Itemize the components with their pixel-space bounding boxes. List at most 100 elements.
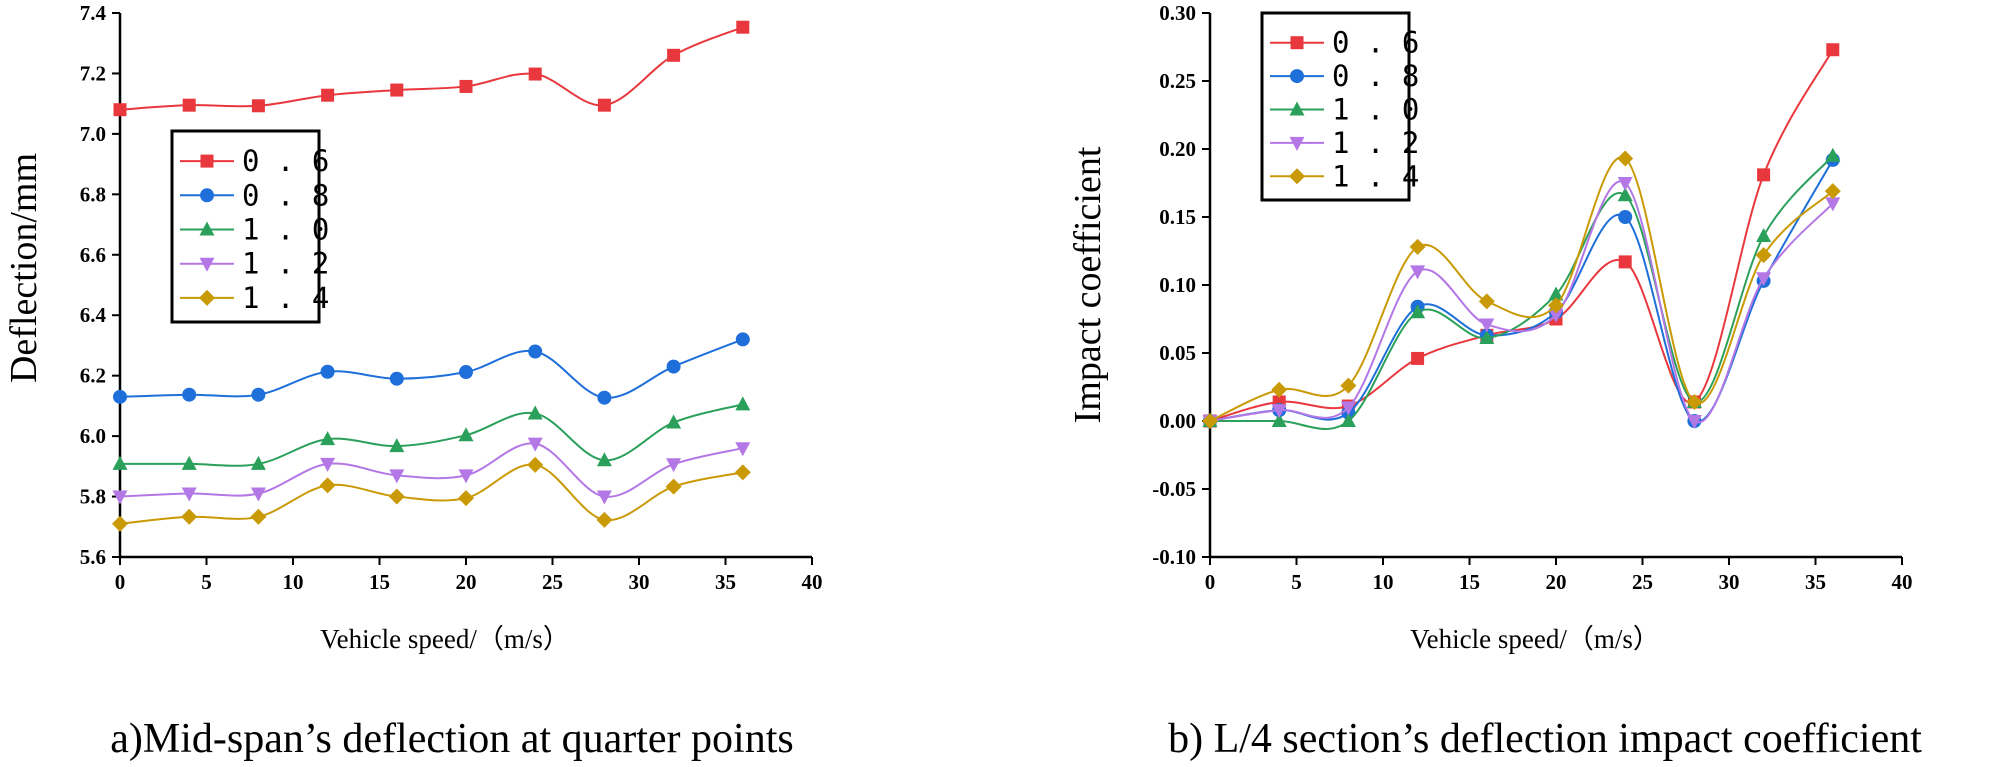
chart-a-y-tick-label: 6.6 [80, 243, 106, 267]
chart-a-data-point [388, 488, 405, 505]
chart-a-data-point [596, 452, 612, 467]
chart-a-data-point [113, 103, 127, 117]
chart-a-data-point [389, 469, 405, 484]
chart-a-legend-item: 0 . 8 [180, 178, 329, 212]
chart-b-data-point [1411, 351, 1425, 365]
chart-a-series-line [119, 442, 744, 498]
chart-a-series-line [119, 403, 744, 467]
chart-b-x-tick-label: 10 [1373, 570, 1394, 594]
chart-b-legend-marker [1290, 69, 1304, 84]
chart-a-data-point [458, 427, 474, 442]
chart-b-legend-label: 1 . 0 [1332, 93, 1419, 127]
chart-a-data-point [736, 20, 750, 34]
chart-a-legend-item: 1 . 0 [180, 213, 329, 247]
chart-b-data-point [1686, 415, 1702, 429]
chart-a-data-point [527, 437, 543, 452]
chart-a-caption: a)Mid-span’s deflection at quarter point… [110, 716, 793, 762]
chart-a-series-line [119, 338, 744, 399]
chart-a-data-point [458, 490, 474, 507]
chart-a-data-point [665, 478, 682, 495]
chart-a-data-point [181, 487, 197, 502]
chart-b-data-point [1617, 187, 1633, 202]
chart-a-data-point [527, 456, 544, 473]
chart-a-legend-item: 1 . 4 [180, 281, 329, 315]
chart-b-legend: 0 . 60 . 81 . 01 . 21 . 4 [1260, 11, 1419, 202]
chart-b-legend-marker [1289, 101, 1305, 116]
chart-b-data-point [1617, 150, 1634, 167]
chart-b-legend-label: 1 . 2 [1332, 126, 1419, 160]
chart-b-y-tick-label: -0.10 [1152, 545, 1196, 569]
chart-a-data-point [597, 98, 611, 112]
chart-a-data-point [321, 88, 335, 102]
chart-a-data-point [527, 405, 543, 420]
chart-a-data-point [320, 364, 335, 379]
chart-b-data-point [1757, 168, 1771, 182]
chart-a-legend-box [170, 129, 321, 324]
chart-b-data-point [1271, 381, 1288, 398]
chart-a-legend-item: 0 . 6 [180, 144, 329, 178]
chart-a-y-tick-label: 7.4 [80, 1, 107, 25]
chart-b-data-point [1410, 304, 1426, 319]
chart-a-data-point [389, 371, 404, 386]
chart-a-data-point [182, 98, 196, 112]
chart-b-data-point [1826, 43, 1840, 57]
chart-a-y-tick-label: 5.6 [80, 545, 106, 569]
chart-a-y-tick-label: 7.0 [80, 122, 106, 146]
chart-b-y-tick-label: -0.05 [1152, 477, 1196, 501]
chart-b-y-tick-label: 0.00 [1159, 409, 1196, 433]
chart-b-data-point [1340, 413, 1356, 427]
chart-a-x-tick-label: 15 [369, 570, 390, 594]
chart-a-data-point [459, 79, 473, 93]
chart-a-data-point [181, 508, 198, 525]
chart-b-data-point [1202, 413, 1218, 429]
chart-a-data-point [320, 431, 336, 446]
chart-a-data-point [596, 490, 612, 505]
chart-b-y-tick-label: 0.30 [1159, 1, 1196, 25]
chart-a-series-1.4 [112, 456, 751, 532]
chart-a-x-tick-label: 20 [456, 570, 477, 594]
chart-b-legend-item: 0 . 6 [1270, 26, 1419, 60]
chart-a-data-point [667, 48, 681, 62]
chart-a-series-1.0 [112, 396, 751, 470]
chart-b-data-point [1825, 147, 1841, 162]
chart-a-data-point [250, 455, 266, 470]
chart-b-legend-item: 0 . 8 [1270, 59, 1419, 93]
chart-a-data-point [112, 455, 128, 470]
chart-a-data-point [390, 83, 404, 97]
chart-b-data-point [1410, 265, 1426, 280]
chart-b-data-point [1271, 413, 1287, 427]
chart-a-data-point [251, 99, 265, 113]
chart-a-series-line [119, 26, 744, 111]
chart-a-data-point [320, 457, 336, 472]
chart-b-x-tick-label: 5 [1291, 570, 1302, 594]
chart-b: 0 5 10 15 20 25 30 35 40 -0.10 -0.05 0.00 0.05 0.10 0.… [1067, 1, 1922, 762]
chart-a-data-point [596, 511, 613, 528]
chart-b-legend-marker [1290, 36, 1304, 50]
chart-a-data-point [528, 344, 543, 359]
chart-a-legend-marker [200, 154, 214, 168]
chart-a-y-tick-label: 7.2 [80, 61, 106, 85]
chart-b-legend-item: 1 . 0 [1270, 93, 1419, 127]
chart-a-series-line [119, 463, 744, 525]
chart-a-x-tick-label: 35 [715, 570, 736, 594]
chart-a-data-point [528, 67, 542, 81]
chart-b-legend-box [1260, 11, 1411, 202]
chart-a-data-point [251, 387, 266, 402]
chart-b-data-point [1617, 177, 1633, 191]
chart-a-data-point [250, 487, 266, 502]
chart-a-data-point [458, 469, 474, 484]
chart-a-legend-label: 1 . 2 [242, 247, 329, 281]
chart-a-x-tick-label: 5 [201, 570, 212, 594]
chart-a-x-tick-label: 0 [115, 570, 126, 594]
chart-a-x-tick-label: 30 [629, 570, 650, 594]
chart-b-legend-marker [1289, 136, 1305, 151]
chart-b-legend-item: 1 . 2 [1270, 126, 1419, 160]
chart-a-series-0.8 [113, 332, 750, 405]
chart-a-data-point [112, 515, 128, 532]
chart-b-data-point [1686, 393, 1703, 410]
chart-a-x-axis-title: Vehicle speed/（m/s） [320, 624, 570, 654]
chart-a-y-axis-title: Deflection/mm [3, 153, 45, 383]
chart-a-legend-label: 1 . 4 [242, 281, 329, 315]
chart-a-data-point [735, 442, 751, 457]
